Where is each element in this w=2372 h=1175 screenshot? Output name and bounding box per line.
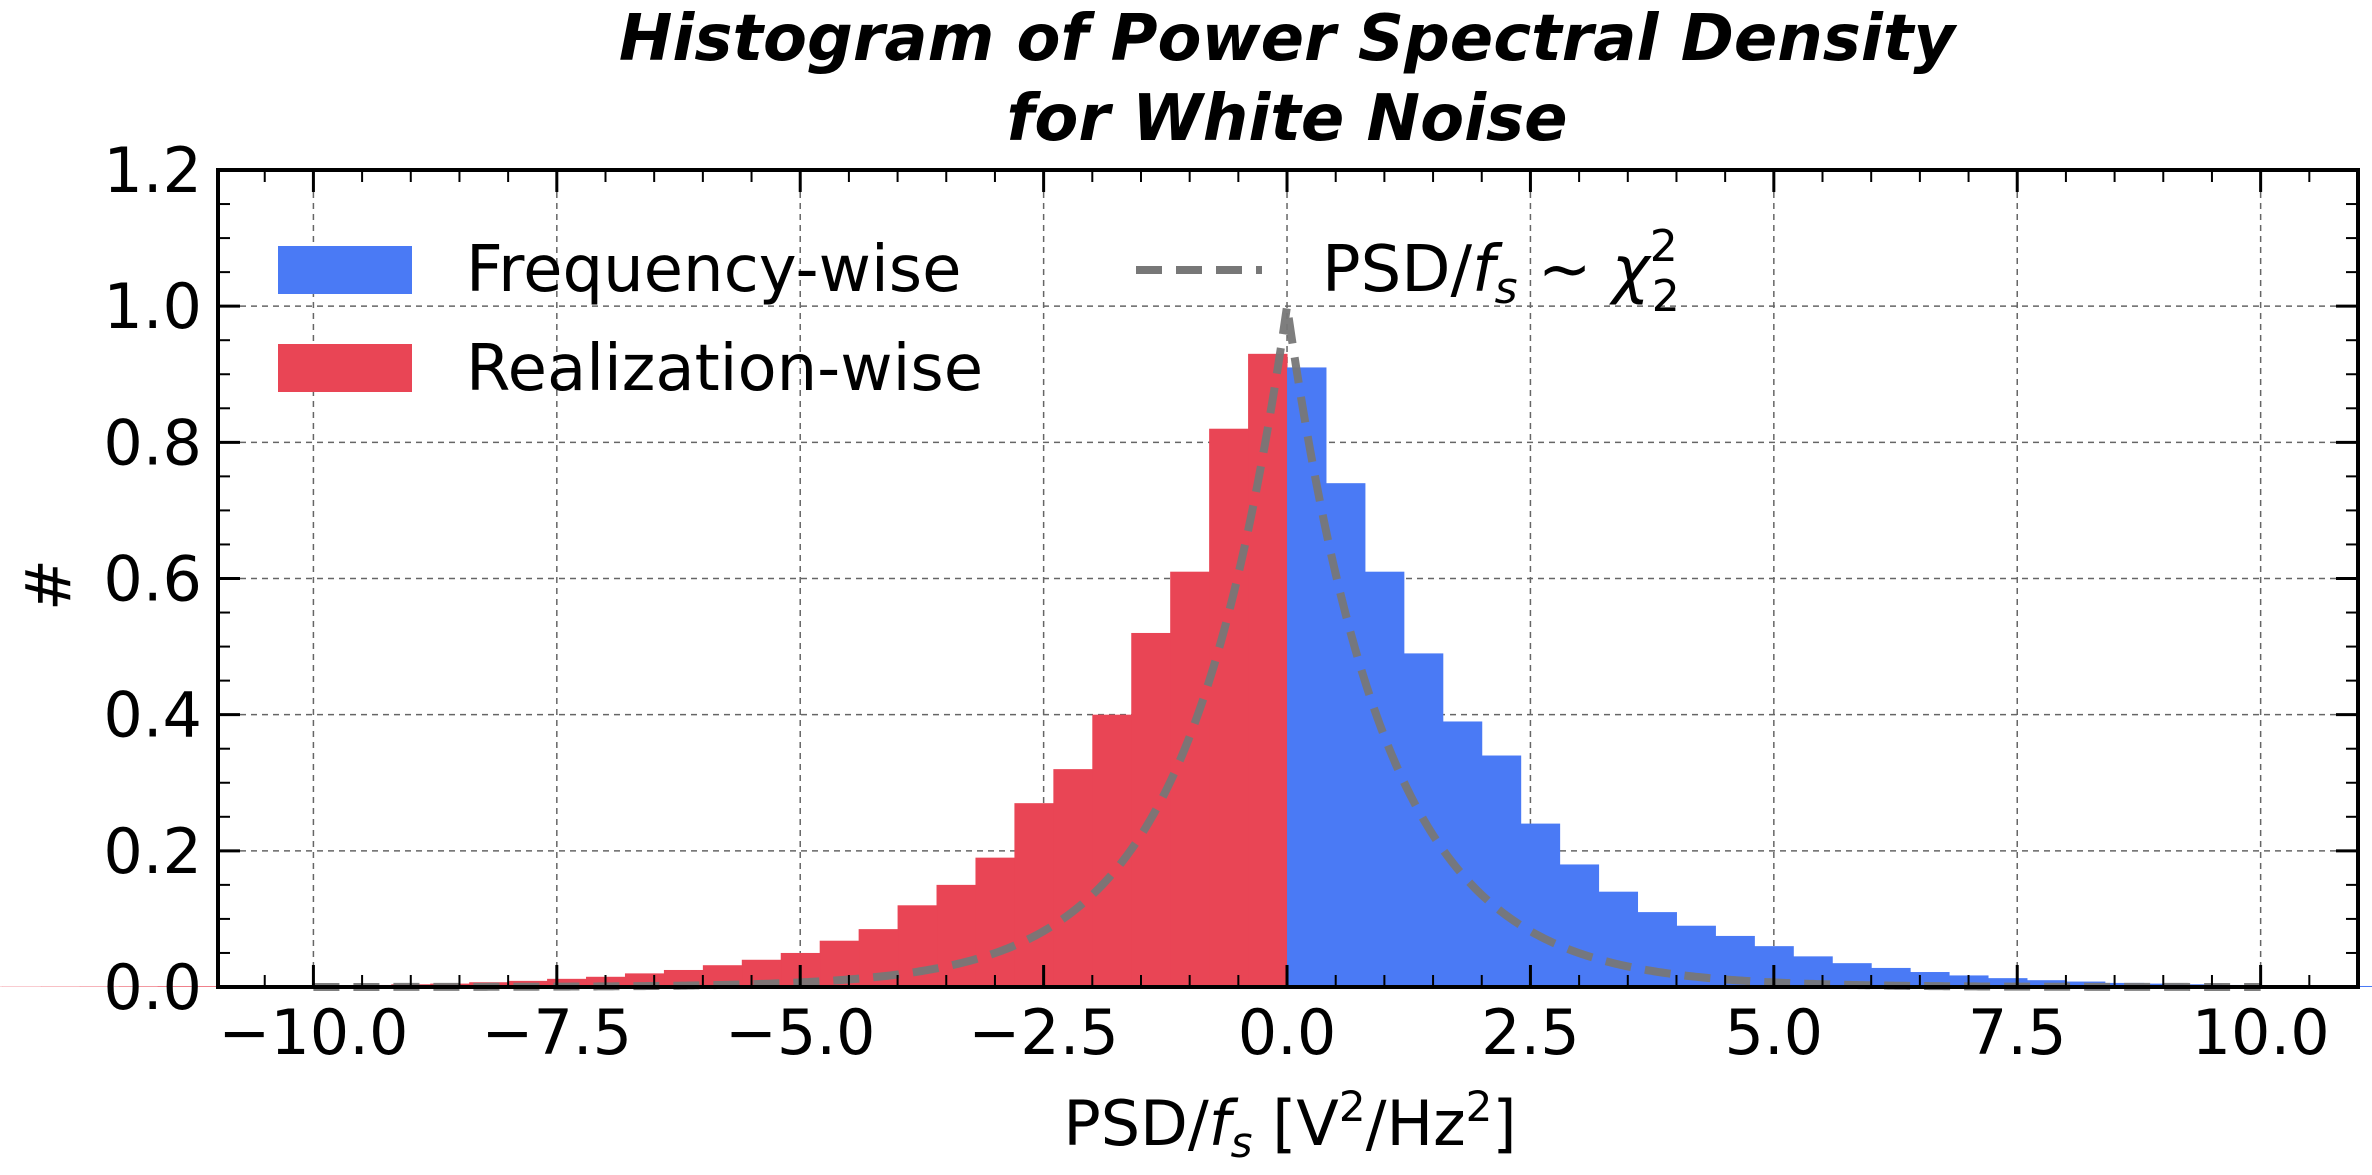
ytick-label-2: 0.4: [103, 679, 202, 752]
bar-realization-29: [118, 986, 159, 987]
bar-realization-6: [1014, 803, 1054, 987]
bar-frequency-8: [1598, 891, 1639, 987]
x-axis-label: PSD/fs [V2/Hz2]: [1063, 1082, 1516, 1167]
bar-realization-28: [157, 986, 198, 987]
xtick-label-2: −5.0: [725, 996, 876, 1069]
legend-label-frequency-wise: Frequency-wise: [466, 233, 961, 307]
legend: Frequency-wise Realization-wise PSD/fs ~…: [278, 221, 1680, 406]
bar-frequency-14: [1832, 963, 1872, 987]
bar-realization-3: [1131, 632, 1171, 987]
legend-patch-realization-wise: [278, 344, 412, 392]
legend-label-realization-wise: Realization-wise: [466, 332, 983, 406]
series-frequency-wise: [1287, 367, 2372, 988]
ytick-label-3: 0.6: [103, 543, 202, 616]
bar-frequency-18: [1988, 978, 2028, 987]
y-tick-labels: 0.0 0.2 0.4 0.6 0.8 1.0 1.2: [103, 134, 202, 1024]
legend-patch-frequency-wise: [278, 246, 412, 294]
bar-realization-1: [1209, 428, 1249, 987]
bar-frequency-5: [1481, 755, 1522, 987]
bar-frequency-2: [1364, 571, 1405, 987]
xtick-label-5: 2.5: [1481, 996, 1580, 1069]
legend-label-chi2: PSD/fs ~ χ2 2: [1322, 221, 1680, 322]
xtick-label-1: −7.5: [482, 996, 633, 1069]
xtick-label-7: 7.5: [1968, 996, 2067, 1069]
xtick-label-3: −2.5: [968, 996, 1119, 1069]
xtick-label-8: 10.0: [2192, 996, 2330, 1069]
ytick-label-4: 0.8: [103, 406, 202, 479]
x-tick-labels: −10.0 −7.5 −5.0 −2.5 0.0 2.5 5.0 7.5 10.0: [218, 996, 2329, 1069]
ytick-label-6: 1.2: [103, 134, 202, 207]
bar-realization-5: [1053, 769, 1093, 987]
bar-realization-7: [975, 857, 1015, 987]
ytick-label-5: 1.0: [103, 270, 202, 343]
xtick-label-6: 5.0: [1725, 996, 1824, 1069]
chart-title-line-1: Histogram of Power Spectral Density: [619, 2, 1958, 76]
bar-realization-2: [1170, 571, 1210, 987]
bar-realization-4: [1092, 714, 1132, 987]
ytick-label-1: 0.2: [103, 815, 202, 888]
ytick-label-0: 0.0: [103, 951, 202, 1024]
axis-ticks: [218, 168, 2358, 989]
bar-frequency-0: [1287, 367, 1327, 988]
y-axis-label: #: [12, 559, 85, 611]
chart-title-line-2: for White Noise: [1007, 82, 1568, 156]
bar-realization-8: [936, 884, 976, 987]
bar-realization-0: [1248, 353, 1288, 987]
bar-frequency-6: [1520, 823, 1561, 987]
bar-frequency-7: [1559, 864, 1600, 987]
xtick-label-0: −10.0: [218, 996, 408, 1069]
xtick-label-4: 0.0: [1238, 996, 1337, 1069]
